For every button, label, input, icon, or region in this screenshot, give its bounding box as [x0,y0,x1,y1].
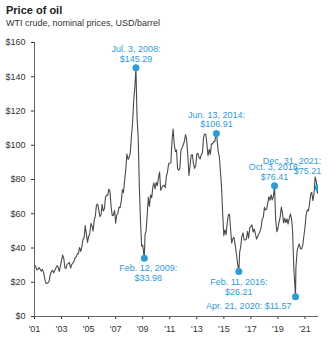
svg-text:$0: $0 [15,311,25,321]
svg-text:Dec. 31, 2021:$75.21: Dec. 31, 2021:$75.21 [263,156,322,176]
svg-text:'01: '01 [29,324,41,334]
svg-text:'19: '19 [272,324,284,334]
svg-text:$20: $20 [10,277,25,287]
svg-text:Jul. 3, 2008:$145.29: Jul. 3, 2008:$145.29 [111,44,160,64]
svg-text:$60: $60 [10,209,25,219]
svg-text:Jun. 13, 2014:$106.91: Jun. 13, 2014:$106.91 [188,110,245,130]
svg-text:$100: $100 [5,140,25,150]
svg-text:$40: $40 [10,243,25,253]
svg-text:Feb. 12, 2009:$33.98: Feb. 12, 2009:$33.98 [119,263,177,283]
svg-text:'17: '17 [245,324,257,334]
svg-text:$120: $120 [5,106,25,116]
svg-text:'21: '21 [299,324,311,334]
svg-text:'15: '15 [218,324,230,334]
svg-text:'05: '05 [83,324,95,334]
svg-text:Feb. 11, 2016:$26.21: Feb. 11, 2016:$26.21 [210,277,267,297]
svg-text:'07: '07 [110,324,122,334]
svg-text:'11: '11 [164,324,175,334]
svg-text:'13: '13 [191,324,203,334]
svg-text:$160: $160 [5,37,25,47]
svg-text:$140: $140 [5,72,25,82]
svg-text:$80: $80 [10,174,25,184]
svg-text:'09: '09 [137,324,149,334]
svg-text:Apr. 21, 2020: $11.57: Apr. 21, 2020: $11.57 [206,301,291,311]
svg-text:'03: '03 [56,324,68,334]
